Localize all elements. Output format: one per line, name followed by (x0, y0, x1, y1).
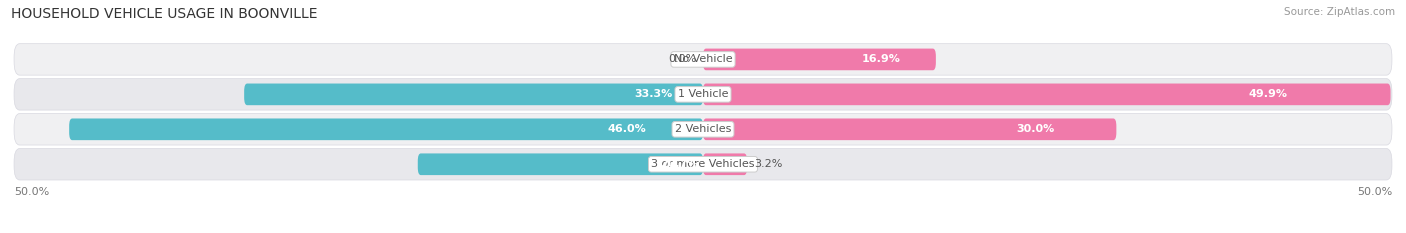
Text: 16.9%: 16.9% (862, 55, 901, 64)
Text: 3.2%: 3.2% (754, 159, 782, 169)
FancyBboxPatch shape (703, 118, 1116, 140)
Text: 2 Vehicles: 2 Vehicles (675, 124, 731, 134)
FancyBboxPatch shape (703, 83, 1391, 105)
FancyBboxPatch shape (14, 114, 1392, 145)
FancyBboxPatch shape (703, 153, 747, 175)
FancyBboxPatch shape (418, 153, 703, 175)
Text: 0.0%: 0.0% (668, 55, 696, 64)
Text: 49.9%: 49.9% (1249, 89, 1288, 99)
Text: 20.7%: 20.7% (661, 159, 699, 169)
Text: 33.3%: 33.3% (634, 89, 672, 99)
Text: 3 or more Vehicles: 3 or more Vehicles (651, 159, 755, 169)
Text: HOUSEHOLD VEHICLE USAGE IN BOONVILLE: HOUSEHOLD VEHICLE USAGE IN BOONVILLE (11, 7, 318, 21)
FancyBboxPatch shape (14, 44, 1392, 75)
FancyBboxPatch shape (14, 79, 1392, 110)
Text: 46.0%: 46.0% (607, 124, 647, 134)
Text: Source: ZipAtlas.com: Source: ZipAtlas.com (1284, 7, 1395, 17)
Text: No Vehicle: No Vehicle (673, 55, 733, 64)
Text: 30.0%: 30.0% (1017, 124, 1054, 134)
FancyBboxPatch shape (703, 49, 936, 70)
Text: 50.0%: 50.0% (1357, 187, 1392, 197)
FancyBboxPatch shape (245, 83, 703, 105)
FancyBboxPatch shape (14, 149, 1392, 180)
Text: 50.0%: 50.0% (14, 187, 49, 197)
Text: 1 Vehicle: 1 Vehicle (678, 89, 728, 99)
FancyBboxPatch shape (69, 118, 703, 140)
